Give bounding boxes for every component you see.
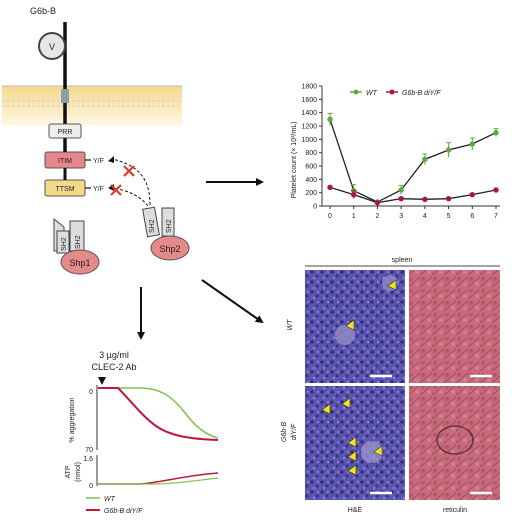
legend-wt: WT bbox=[366, 90, 378, 97]
row-label-wt: WT bbox=[287, 319, 294, 331]
y-tick-label: 400 bbox=[305, 177, 317, 184]
x-tick-label: 7 bbox=[494, 213, 498, 220]
x-tick-label: 6 bbox=[470, 213, 474, 220]
itim-label: ITIM bbox=[58, 158, 72, 165]
yf-label-2: Y/F bbox=[93, 186, 104, 193]
data-point bbox=[422, 156, 428, 163]
data-point bbox=[469, 141, 475, 147]
y-axis-label: Platelet count (× 10³/mL) bbox=[291, 122, 298, 199]
x-tick-label: 3 bbox=[399, 213, 403, 220]
platelet-legend: WT G6b-B diY/F bbox=[350, 89, 441, 97]
x-tick-label: 2 bbox=[375, 213, 379, 220]
data-point bbox=[351, 191, 357, 198]
shp2-sh2-n: SH2 bbox=[149, 219, 156, 233]
atp-tick-0: 0 bbox=[89, 483, 93, 490]
shp1-label: Shp1 bbox=[69, 258, 90, 268]
stimulus-dose: 3 µg/ml bbox=[99, 350, 129, 360]
y-tick-label: 1400 bbox=[301, 110, 317, 117]
aggregation-panel: 3 µg/ml CLEC-2 Ab 0 70 % aggregation 1.6… bbox=[65, 350, 219, 515]
data-point bbox=[445, 195, 452, 202]
reticulin-diyf-image bbox=[409, 386, 500, 500]
shp2-phosphatase: SH2 SH2 Shp2 bbox=[142, 206, 190, 261]
data-point bbox=[398, 187, 404, 193]
agg-trace-wt bbox=[98, 387, 219, 439]
agg-legend-diyf: G6b-B diY/F bbox=[104, 508, 143, 515]
prr-label: PRR bbox=[58, 129, 73, 136]
x-tick-label: 4 bbox=[423, 213, 427, 220]
y-tick-label: 1000 bbox=[301, 137, 317, 144]
shp2-binding-arrow-itim bbox=[111, 158, 151, 206]
data-point bbox=[327, 184, 333, 191]
platelet-count-chart: Platelet count (× 10³/mL) 0 200 400 600 800 1… bbox=[291, 84, 500, 220]
shp2-label: Shp2 bbox=[159, 244, 180, 254]
data-point bbox=[422, 196, 428, 203]
data-point bbox=[469, 191, 475, 198]
histology-panel: spleen WT G6b-B diY/F H&E reticul bbox=[281, 257, 500, 514]
megakaryocyte-markers bbox=[321, 279, 397, 476]
y-tick-label: 800 bbox=[305, 150, 317, 157]
agg-tick-0: 0 bbox=[89, 389, 93, 396]
reticulin-wt-image bbox=[409, 270, 500, 383]
y-tick-label: 600 bbox=[305, 164, 317, 171]
legend-diyf: G6b-B diY/F bbox=[402, 90, 441, 97]
shp1-sh2-c: SH2 bbox=[75, 235, 82, 249]
data-point bbox=[398, 195, 404, 202]
col-label-he: H&E bbox=[348, 507, 363, 514]
agg-ylabel: % aggregation bbox=[69, 397, 76, 442]
series-line bbox=[329, 119, 497, 203]
x-tick-label: 5 bbox=[447, 213, 451, 220]
data-point bbox=[374, 199, 381, 206]
y-tick-label: 0 bbox=[313, 204, 317, 211]
v-domain-label: V bbox=[49, 42, 55, 52]
atp-trace-wt bbox=[98, 477, 219, 485]
x-tick-label: 0 bbox=[328, 213, 332, 220]
atp-tick-1-6: 1.6 bbox=[83, 456, 93, 463]
atp-ylabel-1: ATP bbox=[65, 465, 72, 478]
series-diyf bbox=[327, 184, 499, 206]
atp-ylabel-2: (nmol) bbox=[75, 462, 82, 482]
shp1-sh2-n: SH2 bbox=[61, 237, 68, 251]
protein-title: G6b-B bbox=[30, 6, 56, 16]
stimulus-agent: CLEC-2 Ab bbox=[91, 362, 136, 372]
transmembrane-domain bbox=[61, 89, 69, 103]
data-point bbox=[445, 147, 452, 153]
agg-legend-wt: WT bbox=[104, 496, 116, 503]
shp2-sh2-c: SH2 bbox=[166, 219, 173, 233]
yf-label-1: Y/F bbox=[93, 158, 104, 165]
data-point bbox=[493, 129, 499, 136]
y-tick-label: 1600 bbox=[301, 97, 317, 104]
stimulus-marker bbox=[98, 377, 106, 385]
data-point bbox=[327, 116, 333, 123]
blocked-cross-2 bbox=[110, 184, 122, 196]
histology-header: spleen bbox=[392, 257, 413, 264]
g6b-schematic: G6b-B V PRR ITIM TTSM Y/F Y/F bbox=[2, 6, 190, 275]
arrow-to-histology bbox=[201, 279, 264, 324]
shp1-phosphatase: SH2 SH2 Shp1 bbox=[53, 217, 100, 275]
blocked-cross-1 bbox=[123, 165, 135, 177]
v-domain bbox=[38, 32, 66, 60]
agg-trace-diyf bbox=[98, 387, 219, 441]
data-point bbox=[493, 187, 499, 193]
row-label-diyf: diY/F bbox=[291, 423, 298, 440]
col-label-reticulin: reticulin bbox=[443, 507, 467, 514]
ttsm-label: TTSM bbox=[55, 186, 74, 193]
series-wt bbox=[327, 112, 499, 205]
agg-tick-70: 70 bbox=[85, 447, 93, 454]
row-label-g6b: G6b-B bbox=[281, 422, 288, 443]
y-tick-label: 1200 bbox=[301, 124, 317, 131]
series-line bbox=[329, 186, 497, 204]
x-tick-label: 1 bbox=[352, 213, 356, 220]
y-tick-label: 1800 bbox=[301, 84, 317, 91]
y-tick-label: 200 bbox=[305, 190, 317, 197]
atp-trace-diyf bbox=[98, 472, 219, 485]
